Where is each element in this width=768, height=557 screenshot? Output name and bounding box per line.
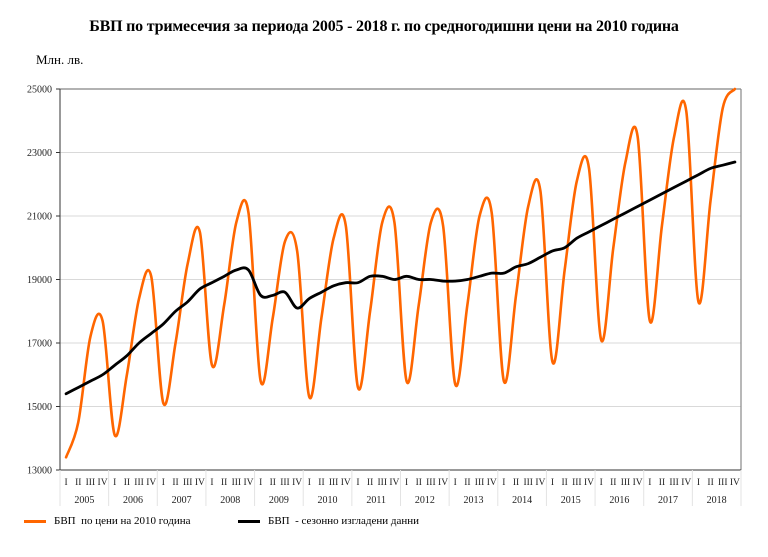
quarter-label: II: [610, 478, 616, 488]
series-line-actual-gdp: [64, 87, 737, 459]
quarter-label: I: [308, 478, 311, 488]
series-line-seasonally-adjusted: [64, 160, 737, 396]
quarter-label: III: [86, 478, 96, 488]
y-tick-label: 25000: [27, 85, 52, 96]
y-tick-label: 15000: [27, 402, 52, 413]
y-axis-unit-label: Млн. лв.: [36, 52, 84, 67]
y-tick-label: 17000: [27, 339, 52, 350]
quarter-label: I: [210, 478, 213, 488]
quarter-label: IV: [730, 478, 740, 488]
series-line-seasonally-adjusted-points: [66, 162, 735, 394]
y-tick-label: 23000: [27, 148, 52, 159]
quarter-label: I: [113, 478, 116, 488]
legend: БВП по цени на 2010 година БВП - сезонно…: [24, 515, 764, 535]
quarter-label: I: [162, 478, 165, 488]
quarter-label: III: [183, 478, 193, 488]
quarter-label: IV: [584, 478, 594, 488]
legend-label-actual: БВП по цени на 2010 година: [54, 515, 191, 527]
quarter-label: III: [426, 478, 436, 488]
y-tick-label: 21000: [27, 212, 52, 223]
quarter-label: III: [232, 478, 242, 488]
quarter-label: I: [405, 478, 408, 488]
quarter-label: IV: [195, 478, 205, 488]
year-label: 2008: [220, 495, 240, 506]
legend-swatch-black: [238, 519, 260, 523]
series-lines: [64, 87, 737, 459]
quarter-label: II: [124, 478, 130, 488]
y-tick-label: 19000: [27, 275, 52, 286]
quarter-label: II: [75, 478, 81, 488]
quarter-label: I: [454, 478, 457, 488]
quarter-label: IV: [681, 478, 691, 488]
quarter-label: IV: [487, 478, 497, 488]
year-label: 2013: [463, 495, 483, 506]
y-axis-ticks: 13000 15000 17000 19000 21000 23000 25000: [27, 85, 60, 477]
quarter-label: I: [259, 478, 262, 488]
quarter-label: I: [600, 478, 603, 488]
year-label: 2007: [172, 495, 192, 506]
quarter-label: III: [669, 478, 679, 488]
quarter-label: III: [475, 478, 485, 488]
year-label: 2015: [561, 495, 581, 506]
year-label: 2009: [269, 495, 289, 506]
year-label: 2012: [415, 495, 435, 506]
quarter-label: IV: [438, 478, 448, 488]
quarter-label: IV: [535, 478, 545, 488]
quarter-label: III: [523, 478, 533, 488]
quarter-label: II: [513, 478, 519, 488]
legend-item-actual: БВП по цени на 2010 година: [24, 515, 190, 527]
quarter-label: I: [648, 478, 651, 488]
legend-swatch-orange: [24, 519, 46, 523]
year-label: 2017: [658, 495, 678, 506]
quarter-label: IV: [341, 478, 351, 488]
legend-item-seasonal: БВП - сезонно изгладени данни: [238, 515, 419, 527]
chart-title: БВП по тримесечия за периода 2005 - 2018…: [89, 18, 679, 35]
year-label: 2014: [512, 495, 532, 506]
quarter-label: IV: [98, 478, 108, 488]
year-label: 2005: [74, 495, 94, 506]
quarter-label: I: [502, 478, 505, 488]
quarter-label: II: [562, 478, 568, 488]
quarter-label: II: [270, 478, 276, 488]
quarter-label: I: [697, 478, 700, 488]
quarter-label: III: [621, 478, 631, 488]
quarter-label: II: [659, 478, 665, 488]
quarter-label: IV: [389, 478, 399, 488]
quarter-label: IV: [292, 478, 302, 488]
year-label: 2018: [707, 495, 727, 506]
quarter-label: IV: [243, 478, 253, 488]
quarter-label: IV: [146, 478, 156, 488]
quarter-label: I: [356, 478, 359, 488]
quarter-label: III: [378, 478, 388, 488]
quarter-label: III: [134, 478, 144, 488]
quarter-label: I: [551, 478, 554, 488]
series-line-actual-gdp-points: [66, 88, 735, 458]
year-label: 2011: [366, 495, 386, 506]
quarter-label: II: [707, 478, 713, 488]
quarter-label: II: [416, 478, 422, 488]
quarter-label: III: [718, 478, 728, 488]
quarter-label: II: [221, 478, 227, 488]
quarter-label: II: [318, 478, 324, 488]
legend-label-seasonal: БВП - сезонно изгладени данни: [268, 515, 420, 527]
quarter-label: III: [329, 478, 339, 488]
quarter-label: I: [64, 478, 67, 488]
quarter-label: IV: [633, 478, 643, 488]
quarter-label: III: [280, 478, 290, 488]
y-tick-label: 13000: [27, 466, 52, 477]
quarter-label: II: [172, 478, 178, 488]
quarter-label: II: [464, 478, 470, 488]
quarter-label: II: [367, 478, 373, 488]
year-label: 2006: [123, 495, 143, 506]
year-label: 2010: [318, 495, 338, 506]
quarter-label: III: [572, 478, 582, 488]
year-label: 2016: [609, 495, 629, 506]
